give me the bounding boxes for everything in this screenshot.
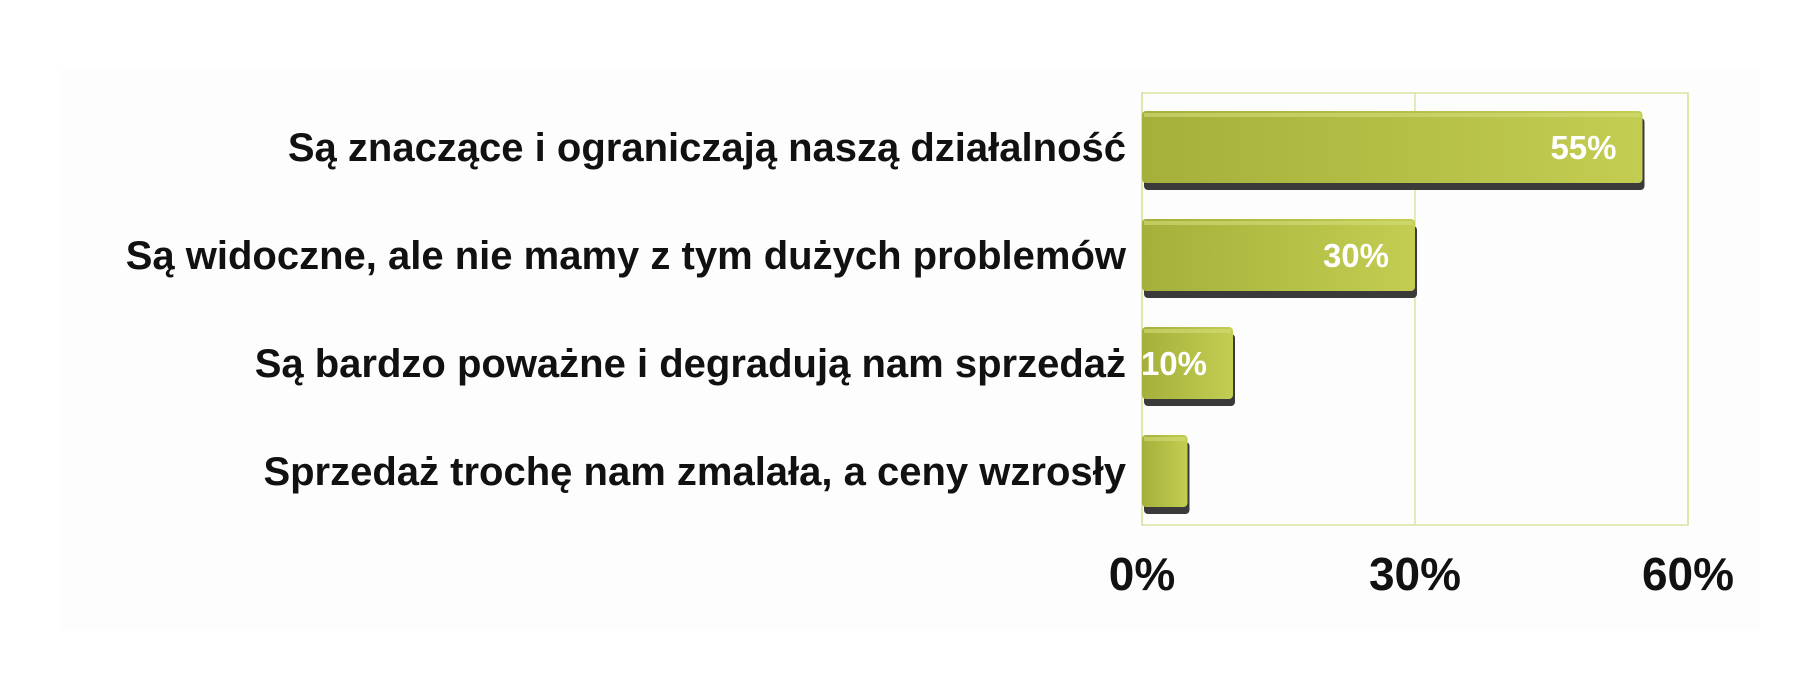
data-labels: 55% 30% 10% (1141, 129, 1617, 382)
category-label-1: Są widoczne, ale nie mamy z tym dużych p… (126, 234, 1127, 278)
bar-face-0 (1142, 111, 1643, 183)
category-label-0: Są znaczące i ograniczają naszą działaln… (288, 126, 1126, 170)
tick-label-0: 0% (1109, 548, 1175, 600)
x-axis-tick-labels: 0% 30% 60% (1109, 548, 1734, 600)
bars (1142, 111, 1645, 514)
data-label-1: 30% (1323, 237, 1389, 274)
bar-0 (1142, 111, 1645, 190)
bar-face-3 (1142, 435, 1188, 507)
category-label-2: Są bardzo poważne i degradują nam sprzed… (255, 342, 1126, 386)
category-labels: Są znaczące i ograniczają naszą działaln… (126, 126, 1127, 494)
bar-2 (1142, 327, 1235, 406)
tick-label-1: 30% (1369, 548, 1461, 600)
bar-highlight-0 (1144, 113, 1641, 117)
data-label-2: 10% (1141, 345, 1207, 382)
bar-face-1 (1142, 219, 1415, 291)
bar-highlight-3 (1144, 437, 1186, 441)
bar-face-2 (1142, 327, 1233, 399)
data-label-0: 55% (1550, 129, 1616, 166)
bar-1 (1142, 219, 1417, 298)
bar-highlight-2 (1144, 329, 1231, 333)
bar-3 (1142, 435, 1190, 514)
tick-label-2: 60% (1642, 548, 1734, 600)
bar-highlight-1 (1144, 221, 1413, 225)
category-label-3: Sprzedaż trochę nam zmalała, a ceny wzro… (263, 450, 1126, 494)
